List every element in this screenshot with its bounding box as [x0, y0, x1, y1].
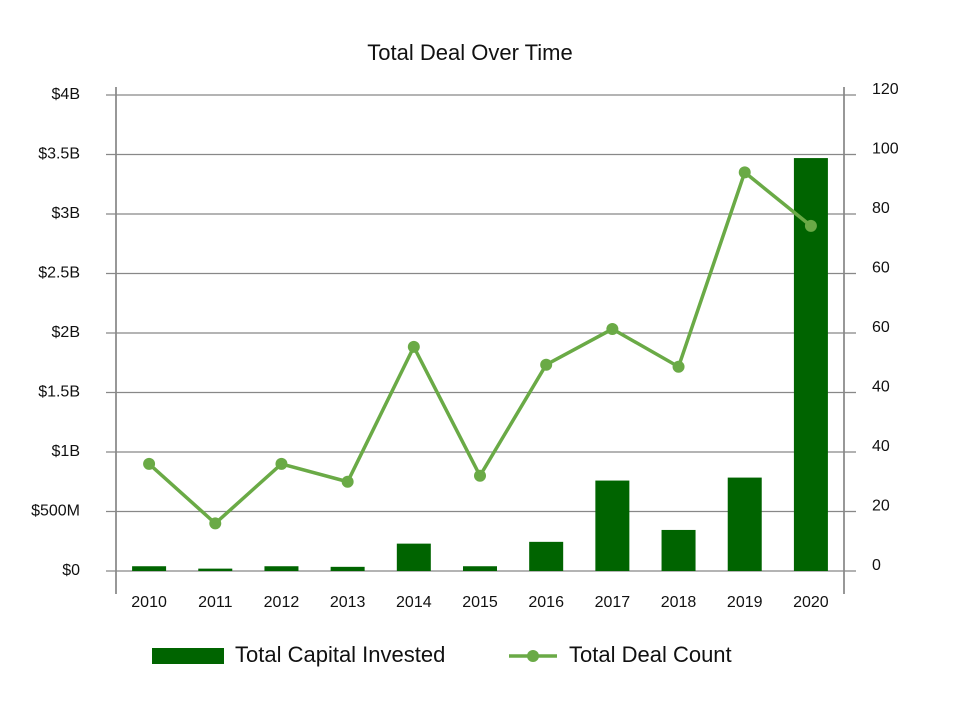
y2-tick-label: 60	[872, 319, 890, 336]
point	[143, 457, 156, 470]
bar	[396, 543, 431, 571]
bar	[463, 566, 497, 571]
point	[540, 358, 553, 371]
legend-swatch	[152, 648, 224, 664]
x-tick-label: 2012	[264, 594, 300, 611]
y2-tick-label: 40	[872, 379, 890, 396]
x-tick-label: 2011	[198, 594, 233, 611]
y2-tick-label: 60	[872, 260, 890, 277]
bar	[727, 477, 762, 571]
y-tick-label: $1.5B	[38, 384, 80, 401]
chart-title: Total Deal Over Time	[367, 40, 572, 65]
point	[275, 457, 288, 470]
x-tick-label: 2015	[462, 594, 498, 611]
bar	[595, 480, 630, 571]
point	[341, 475, 354, 488]
point	[474, 469, 486, 482]
x-tick-label: 2019	[727, 594, 763, 611]
point	[407, 340, 420, 353]
y-tick-label: $3.5B	[38, 146, 80, 163]
x-tick-label: 2017	[595, 594, 631, 611]
y-tick-label: $0	[62, 562, 80, 579]
point	[738, 166, 751, 179]
y2-tick-label: 20	[872, 498, 890, 515]
point	[672, 360, 685, 373]
x-tick-label: 2013	[330, 594, 366, 611]
bar	[198, 568, 233, 571]
y-tick-label: $2.5B	[38, 265, 80, 282]
bar	[529, 541, 564, 571]
bar	[264, 566, 299, 571]
y2-tick-label: 40	[872, 438, 890, 455]
x-tick-label: 2018	[661, 594, 697, 611]
y2-tick-label: 0	[872, 557, 881, 574]
bar	[330, 566, 365, 571]
x-tick-label: 2020	[793, 594, 829, 611]
y-tick-label: $1B	[52, 443, 80, 460]
legend-label: Total Deal Count	[569, 642, 732, 667]
point	[606, 323, 619, 336]
y2-tick-label: 120	[872, 81, 899, 98]
y-tick-label: $2B	[52, 324, 80, 341]
legend-swatch	[527, 650, 539, 662]
y2-tick-label: 80	[872, 200, 890, 217]
x-tick-label: 2014	[396, 594, 432, 611]
y-tick-label: $4B	[52, 86, 80, 103]
bar	[132, 566, 167, 571]
y2-tick-label: 100	[872, 141, 899, 158]
bar	[661, 529, 696, 571]
y-tick-label: $3B	[52, 205, 80, 222]
legend-label: Total Capital Invested	[235, 642, 445, 667]
y-tick-label: $500M	[31, 503, 80, 520]
x-tick-label: 2016	[528, 594, 564, 611]
x-tick-label: 2010	[131, 594, 167, 611]
point	[209, 517, 222, 530]
point	[804, 219, 817, 232]
